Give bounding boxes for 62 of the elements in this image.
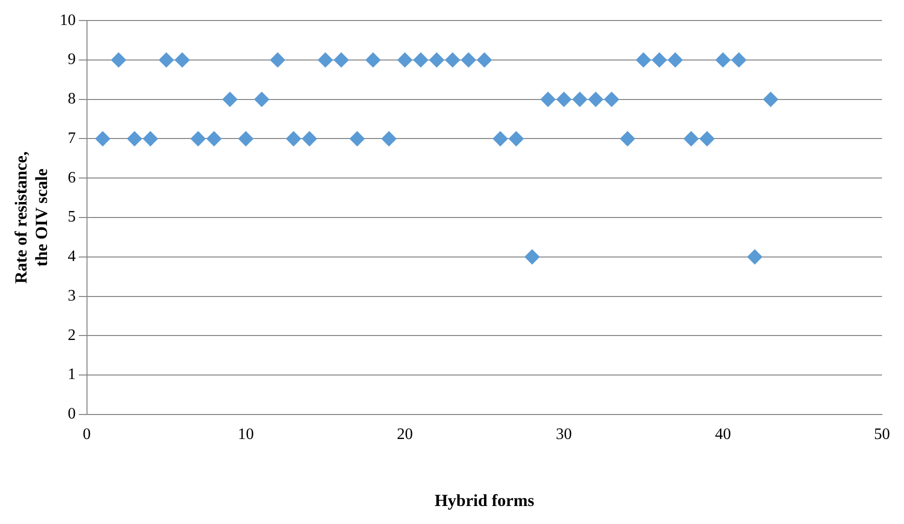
point [142, 131, 158, 146]
point [460, 52, 476, 68]
point [492, 131, 508, 146]
point [604, 92, 620, 107]
point [318, 52, 333, 68]
y-tick-label: 4 [68, 248, 76, 266]
x-tick-label: 0 [82, 426, 91, 444]
y-axis-title: Rate of resistance, the OIV scale [12, 151, 51, 284]
x-tick-label: 50 [874, 426, 890, 444]
point [286, 131, 302, 146]
point [476, 52, 492, 68]
y-tick-label: 8 [68, 90, 76, 108]
y-tick-label: 9 [68, 51, 76, 68]
point [222, 92, 238, 107]
point [668, 52, 683, 68]
point [636, 52, 651, 68]
point [397, 52, 412, 68]
point [381, 131, 396, 146]
point [700, 131, 715, 146]
point [127, 131, 142, 146]
y-tick-label: 6 [68, 169, 76, 186]
point [206, 131, 222, 146]
y-tick-label: 3 [68, 287, 76, 304]
point [731, 52, 746, 68]
point [413, 52, 428, 68]
point [366, 52, 381, 68]
point [270, 52, 286, 68]
x-tick-label: 20 [396, 426, 413, 444]
point [540, 92, 556, 107]
point [652, 52, 667, 68]
x-axis-title: Hybrid forms [434, 491, 535, 510]
point [508, 131, 524, 146]
y-tick-label: 5 [68, 208, 76, 226]
x-tick-label: 40 [714, 426, 731, 444]
y-tick-label: 0 [68, 406, 76, 423]
point [158, 52, 174, 68]
point [350, 131, 365, 146]
point [572, 92, 588, 107]
point [95, 131, 110, 146]
y-tick-label: 10 [60, 12, 76, 29]
point [763, 92, 778, 107]
point [747, 249, 762, 264]
point [620, 131, 636, 146]
y-tick-label: 1 [68, 366, 76, 384]
y-tick-label: 7 [68, 130, 76, 147]
point [588, 92, 604, 107]
point [111, 52, 126, 68]
point [429, 52, 444, 68]
point [524, 249, 540, 264]
point [715, 52, 730, 68]
point [190, 131, 206, 146]
point [684, 131, 699, 146]
point [174, 52, 190, 68]
point [302, 131, 317, 146]
x-tick-label: 30 [556, 426, 572, 444]
point [445, 52, 460, 68]
point [556, 92, 572, 107]
point [334, 52, 349, 68]
point [238, 131, 254, 146]
x-tick-label: 10 [238, 426, 254, 444]
point [254, 92, 270, 107]
y-tick-label: 2 [68, 326, 76, 344]
